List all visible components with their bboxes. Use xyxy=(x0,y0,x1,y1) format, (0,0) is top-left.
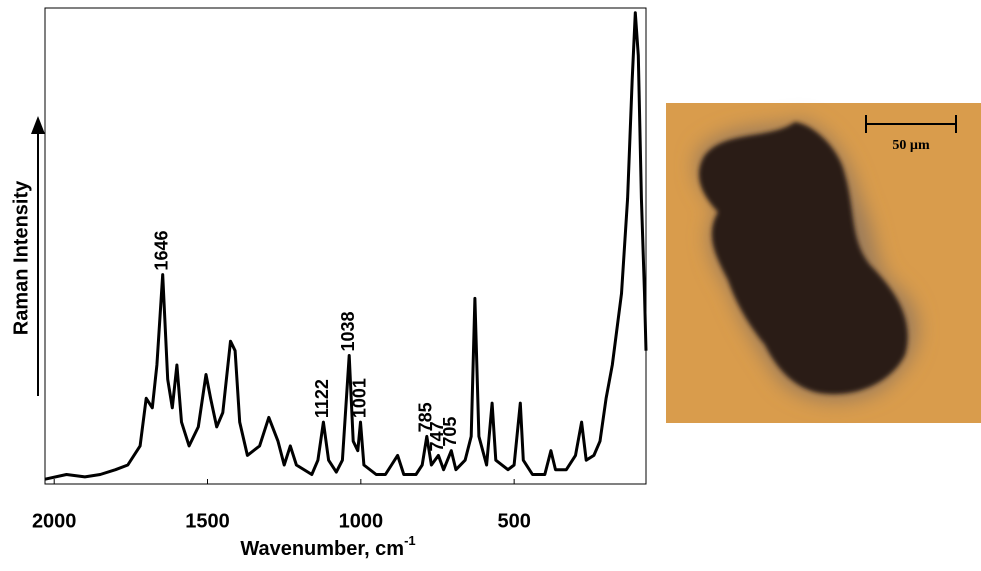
peak-label: 705 xyxy=(440,417,460,447)
scale-bar-label: 50 µm xyxy=(892,138,930,153)
blob xyxy=(699,122,908,395)
x-axis-label-text: Wavenumber, cm xyxy=(240,538,404,560)
x-tick-label: 2000 xyxy=(32,510,77,532)
peak-label: 1122 xyxy=(312,379,332,418)
micrograph: 50 µm xyxy=(666,103,981,423)
x-axis-label: Wavenumber, cm-1 xyxy=(240,533,415,560)
x-tick-label: 1000 xyxy=(339,510,384,532)
peak-label: 1038 xyxy=(338,311,358,351)
peak-label: 785 xyxy=(416,402,436,432)
x-axis-label-sup: -1 xyxy=(404,533,416,548)
spectrum xyxy=(44,11,648,481)
plot-frame xyxy=(44,7,647,485)
peak-label: 1646 xyxy=(151,231,171,271)
x-tick-label: 500 xyxy=(497,510,530,532)
peak-label: 747 xyxy=(427,421,447,451)
y-axis-arrowhead xyxy=(31,116,45,134)
y-axis-label: Raman Intensity xyxy=(10,180,32,335)
peak-label: 1001 xyxy=(349,378,369,418)
x-tick-label: 1500 xyxy=(185,510,230,532)
